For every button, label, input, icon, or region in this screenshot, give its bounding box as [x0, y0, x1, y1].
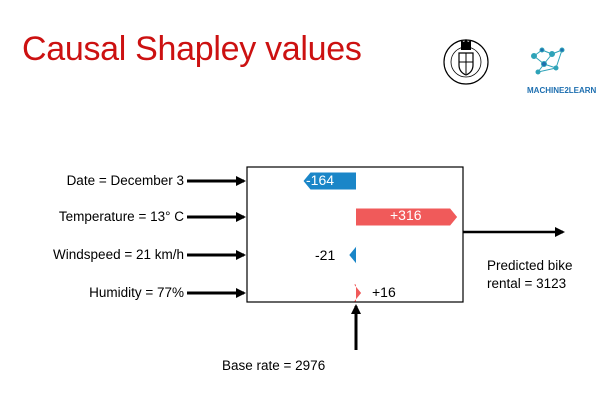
contribution-label-date: -164 — [306, 172, 335, 188]
machine2learn-network-logo — [531, 47, 565, 75]
contribution-bar-temperature — [356, 208, 458, 226]
machine2learn-logo-text: MACHINE2LEARN — [527, 86, 597, 95]
input-label-date: Date = December 3 — [66, 173, 184, 188]
base-rate-label: Base rate = 2976 — [222, 358, 326, 373]
slide-title: Causal Shapley values — [22, 30, 362, 68]
input-label-windspeed: Windspeed = 21 km/h — [53, 247, 184, 262]
university-seal-logo — [443, 39, 489, 85]
contribution-label-temperature: +316 — [390, 207, 422, 223]
contribution-bar-humidity — [354, 284, 362, 302]
contribution-bar-windspeed — [349, 246, 357, 264]
contribution-bar-date — [303, 172, 356, 190]
model-box — [246, 166, 464, 303]
output-label-line2: rental = 3123 — [487, 276, 567, 291]
input-label-humidity: Humidity = 77% — [89, 285, 184, 300]
input-label-temperature: Temperature = 13° C — [58, 209, 184, 224]
contribution-label-humidity: +16 — [372, 284, 396, 300]
contribution-bars — [303, 172, 458, 302]
output-label: Predicted bike rental = 3123 — [487, 257, 573, 293]
output-label-line1: Predicted bike — [487, 258, 573, 273]
contribution-label-windspeed: -21 — [315, 247, 336, 263]
